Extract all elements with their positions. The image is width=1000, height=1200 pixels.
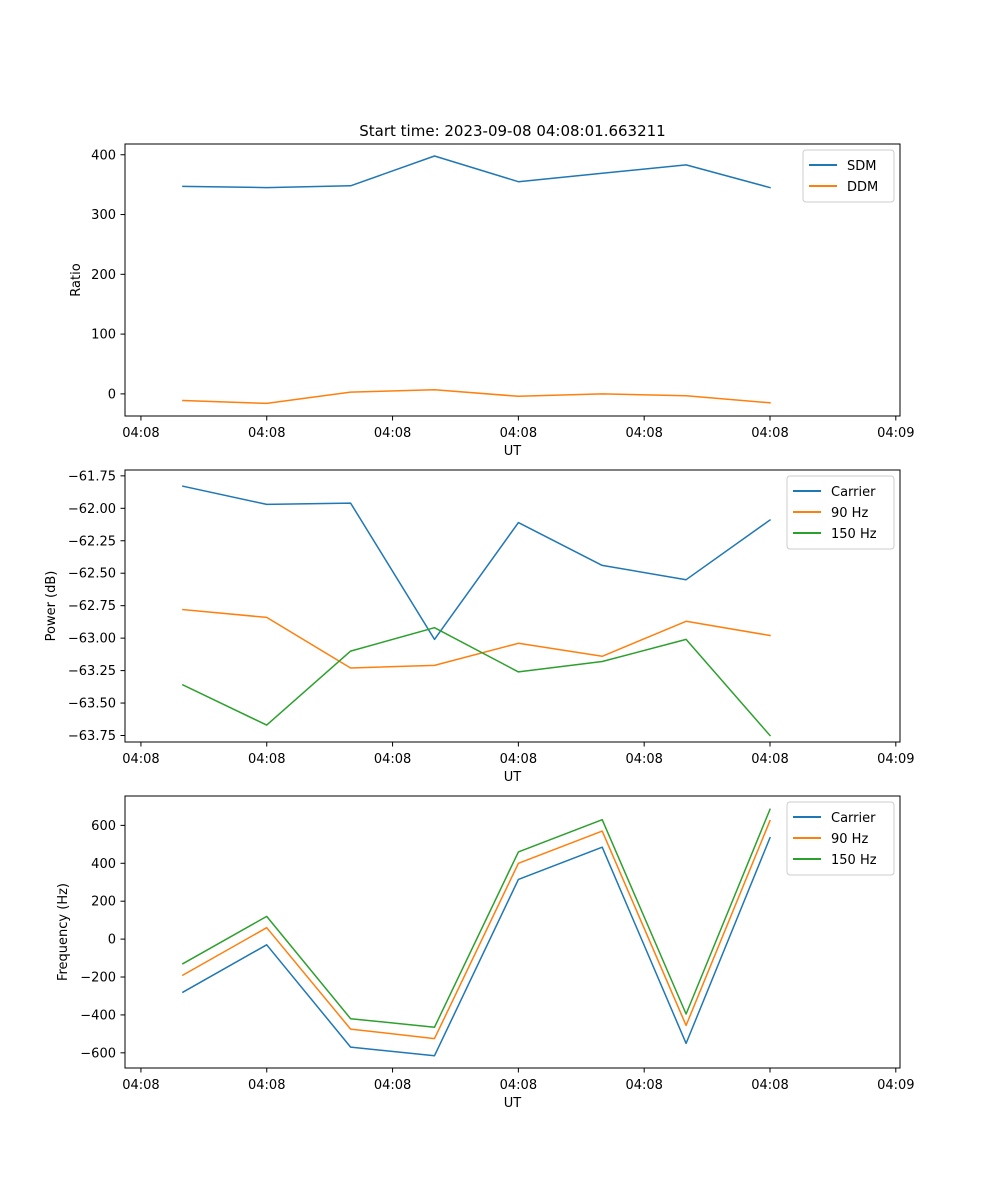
chart1-y-tick-label: −62.00 <box>68 502 116 517</box>
chart1-x-tick-label: 04:08 <box>625 752 662 767</box>
chart2-x-tick-label: 04:08 <box>625 1078 662 1093</box>
chart0-series-ddm-line <box>182 388 771 405</box>
chart1-series-150-hz-line <box>181 626 772 737</box>
chart0-legend: SDM DDM <box>802 149 895 203</box>
chart2-series-90-hz-line <box>181 819 771 1040</box>
chart0-y-tick-label: 200 <box>91 268 116 283</box>
chart1-y-tick-label: −62.50 <box>68 567 116 582</box>
chart1-y-tick-label: −62.75 <box>68 599 116 614</box>
chart2-y-axis-label: Frequency (Hz) <box>56 883 71 981</box>
chart0-y-axis-label: Ratio <box>69 263 84 296</box>
chart1-x-tick-label: 04:08 <box>374 752 411 767</box>
chart2-x-tick-label: 04:08 <box>751 1078 788 1093</box>
chart0-x-tick-label: 04:08 <box>122 426 159 441</box>
chart2-y-tick-label: 600 <box>91 819 116 834</box>
chart1-x-tick-label: 04:08 <box>248 752 285 767</box>
chart1-y-tick-label: −62.25 <box>68 534 116 549</box>
chart2-legend: Carrier 90 Hz 150 Hz <box>786 801 895 876</box>
chart1-x-tick-label: 04:08 <box>751 752 788 767</box>
chart1-x-tick-label: 04:08 <box>500 752 537 767</box>
chart2-legend-label-90-hz: 90 Hz <box>831 832 868 847</box>
frequency-panel: 04:08 04:08 04:08 04:08 04:08 04:08 04:09 600 40… <box>56 795 915 1111</box>
chart0-x-tick-label: 04:08 <box>625 426 662 441</box>
chart0-axes-frame <box>124 143 901 417</box>
chart1-x-axis-label: UT <box>504 770 522 785</box>
chart1-legend-box <box>786 475 895 550</box>
chart1-x-tick-label: 04:09 <box>877 752 914 767</box>
chart1-legend-label-150-hz: 150 Hz <box>831 527 877 542</box>
chart2-x-axis-label: UT <box>504 1096 522 1111</box>
chart1-legend: Carrier 90 Hz 150 Hz <box>786 475 895 550</box>
chart0-x-tick-label: 04:08 <box>248 426 285 441</box>
chart0-x-axis-label: UT <box>504 444 522 459</box>
chart2-y-tick-label: 0 <box>108 933 116 948</box>
chart2-axes-frame <box>124 795 901 1069</box>
chart2-y-tick-label: 400 <box>91 857 116 872</box>
chart2-series-150-hz-line <box>181 808 771 1028</box>
chart2-legend-label-150-hz: 150 Hz <box>831 853 877 868</box>
chart1-y-tick-label: −61.75 <box>68 469 116 484</box>
chart2-x-tick-label: 04:08 <box>374 1078 411 1093</box>
chart0-y-tick-label: 100 <box>91 328 116 343</box>
chart2-legend-label-carrier: Carrier <box>831 811 876 826</box>
chart2-y-tick-label: 200 <box>91 895 116 910</box>
chart1-y-tick-label: −63.50 <box>68 697 116 712</box>
chart1-legend-label-carrier: Carrier <box>831 485 876 500</box>
chart0-y-tick-label: 300 <box>91 208 116 223</box>
chart2-x-tick-label: 04:08 <box>500 1078 537 1093</box>
chart2-x-tick-label: 04:08 <box>248 1078 285 1093</box>
chart0-legend-label-sdm: SDM <box>847 159 876 174</box>
chart0-series-sdm-line <box>182 155 771 189</box>
chart2-y-tick-label: −400 <box>80 1008 116 1023</box>
chart1-y-tick-label: −63.25 <box>68 664 116 679</box>
chart0-legend-box <box>802 149 895 203</box>
power-panel: 04:08 04:08 04:08 04:08 04:08 04:08 04:09 −61.7… <box>44 469 915 785</box>
chart1-legend-label-90-hz: 90 Hz <box>831 506 868 521</box>
chart1-y-tick-label: −63.75 <box>68 729 116 744</box>
chart1-series-90-hz-line <box>182 608 771 669</box>
chart0-x-tick-label: 04:09 <box>877 426 914 441</box>
chart1-series-carrier-line <box>182 485 772 641</box>
chart0-legend-label-ddm: DDM <box>847 180 878 195</box>
chart2-legend-box <box>786 801 895 876</box>
chart1-x-tick-label: 04:08 <box>122 752 159 767</box>
chart0-x-tick-label: 04:08 <box>500 426 537 441</box>
ratio-panel: 04:08 04:08 04:08 04:08 04:08 04:08 04:09 0 100 2… <box>69 143 915 459</box>
chart1-y-axis-label: Power (dB) <box>44 571 59 642</box>
chart0-y-tick-label: 0 <box>108 387 116 402</box>
chart0-x-tick-label: 04:08 <box>374 426 411 441</box>
figure-title: Start time: 2023-09-08 04:08:01.663211 <box>359 122 665 140</box>
chart2-x-tick-label: 04:09 <box>877 1078 914 1093</box>
chart0-y-tick-label: 400 <box>91 148 116 163</box>
chart2-y-tick-label: −600 <box>80 1046 116 1061</box>
chart2-y-tick-label: −200 <box>80 971 116 986</box>
chart2-series-carrier-line <box>181 836 771 1057</box>
chart2-x-tick-label: 04:08 <box>122 1078 159 1093</box>
chart1-y-tick-label: −63.00 <box>68 632 116 647</box>
chart0-x-tick-label: 04:08 <box>751 426 788 441</box>
